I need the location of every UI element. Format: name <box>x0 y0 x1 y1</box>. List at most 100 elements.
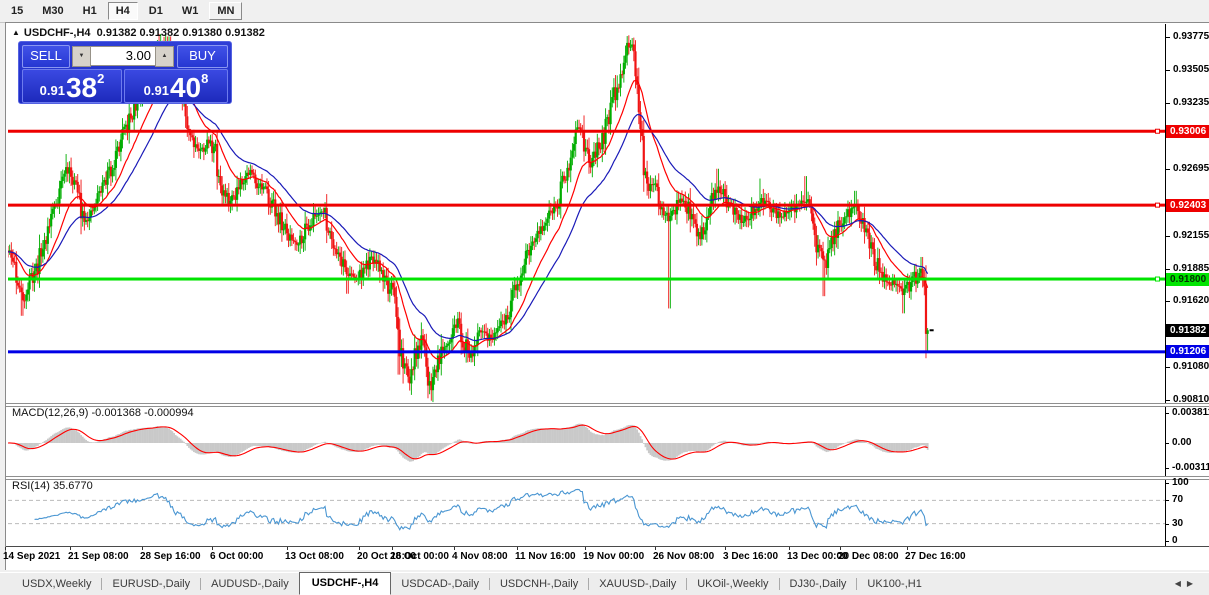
chart-tab-xauusd-[interactable]: XAUUSD-,Daily <box>599 578 677 590</box>
price-axis[interactable]: 0.937750.935050.932350.929650.926950.921… <box>1165 24 1209 546</box>
price-line-badge: 0.93006 <box>1166 124 1209 138</box>
price-tick <box>1166 70 1170 72</box>
time-axis-tick <box>142 547 143 550</box>
time-axis-label: 13 Dec 00:00 <box>787 551 848 562</box>
volume-increase-button[interactable]: ▲ <box>155 46 174 67</box>
rsi-axis-tick <box>1165 483 1169 484</box>
volume-input[interactable]: 3.00 <box>90 46 156 66</box>
time-axis-tick <box>287 547 288 550</box>
price-tick <box>1166 367 1170 369</box>
time-axis[interactable]: 14 Sep 2021 21 Sep 08:00 28 Sep 16:00 6 Oct… <box>3 546 1209 568</box>
timeframe-button-w1[interactable]: W1 <box>181 5 199 17</box>
price-line-badge: 0.91382 <box>1166 323 1209 337</box>
macd-axis-tick <box>1165 443 1169 444</box>
buy-button[interactable]: BUY <box>177 45 228 68</box>
sell-price-superscript: 2 <box>97 71 105 86</box>
timeframe-button-m30[interactable]: M30 <box>42 5 64 17</box>
chart-tab-eurusd-[interactable]: EURUSD-,Daily <box>112 578 191 590</box>
one-click-trading-panel: SELL ▼ 3.00 ▲ BUY 0.91 38 2 0.91 40 8 <box>18 41 232 104</box>
price-tick-label: 0.93775 <box>1173 31 1209 42</box>
timeframe-toolbar: 15 M30 H1 H4 D1 W1 MN <box>0 0 1209 23</box>
buy-price-superscript: 8 <box>201 71 209 86</box>
macd-axis-label: 0.00 <box>1172 437 1192 448</box>
rsi-axis-tick <box>1165 541 1169 542</box>
timeframe-button-h4[interactable]: H4 <box>107 2 138 20</box>
tab-scroll-left-icon[interactable]: ◀ <box>1174 579 1187 588</box>
price-tick <box>1166 301 1170 303</box>
time-axis-label: 28 Oct 00:00 <box>390 551 449 562</box>
tab-divider <box>200 578 202 590</box>
time-axis-label: 13 Oct 08:00 <box>285 551 344 562</box>
price-tick-label: 0.92155 <box>1173 229 1209 241</box>
time-axis-label: 14 Sep 2021 <box>3 551 61 562</box>
price-tick <box>1166 400 1170 402</box>
chart-tab-usdx[interactable]: USDX,Weekly <box>22 578 92 590</box>
chart-tab-ukoil-[interactable]: UKOil-,Weekly <box>697 578 769 590</box>
chart-tab-usdcad-[interactable]: USDCAD-,Daily <box>401 578 479 590</box>
price-tick-label: 0.91885 <box>1173 262 1209 274</box>
time-axis-tick <box>840 547 841 550</box>
time-axis-label: 11 Nov 16:00 <box>515 551 576 562</box>
macd-axis-label: 0.003811 <box>1172 406 1209 418</box>
price-line-badge: 0.91206 <box>1166 345 1209 359</box>
rsi-indicator-label: RSI(14) 35.6770 <box>12 480 93 492</box>
tab-divider <box>588 578 590 590</box>
chart-tab-audusd-[interactable]: AUDUSD-,Daily <box>211 578 289 590</box>
rsi-axis-tick <box>1165 500 1169 502</box>
time-axis-tick <box>517 547 518 550</box>
rsi-axis-tick <box>1165 523 1169 525</box>
tab-divider <box>488 578 490 590</box>
rsi-axis-label: 70 <box>1172 494 1184 506</box>
chart-ohlc-values: 0.91382 0.91382 0.91380 0.91382 <box>96 27 265 39</box>
rsi-axis-label: 30 <box>1172 517 1184 529</box>
sell-price-big: 38 <box>65 72 98 103</box>
rsi-pane-separator[interactable] <box>6 476 1209 480</box>
chart-tab-dj30-[interactable]: DJ30-,Daily <box>789 578 847 590</box>
sell-button[interactable]: SELL <box>22 45 70 68</box>
chart-tab-usdchf-[interactable]: USDCHF-,H4 <box>298 571 392 595</box>
price-tick <box>1166 235 1170 237</box>
macd-axis-tick <box>1165 467 1169 469</box>
timeframe-button-d1[interactable]: D1 <box>148 5 163 17</box>
chart-tab-usdcnh-[interactable]: USDCNH-,Daily <box>499 578 579 590</box>
price-tick-label: 0.90810 <box>1173 394 1209 406</box>
sell-price-display[interactable]: 0.91 38 2 <box>22 69 122 103</box>
time-axis-tick <box>212 547 213 550</box>
time-axis-label: 20 Oct 16:00 <box>357 551 416 562</box>
price-tick-label: 0.92695 <box>1173 163 1209 175</box>
volume-decrease-button[interactable]: ▼ <box>72 46 91 67</box>
tab-scroll-arrows: ◀▶ <box>1175 579 1199 588</box>
time-axis-tick <box>359 547 360 550</box>
macd-pane-separator[interactable] <box>6 403 1209 407</box>
macd-indicator-label: MACD(12,26,9) -0.001368 -0.000994 <box>12 407 194 419</box>
macd-axis-label: -0.003115 <box>1172 461 1209 473</box>
chart-tab-uk100-[interactable]: UK100-,H1 <box>867 578 922 590</box>
time-axis-tick <box>725 547 726 550</box>
collapse-triangle-icon[interactable]: ▲ <box>12 28 20 37</box>
tab-divider <box>101 578 103 590</box>
time-axis-label: 3 Dec 16:00 <box>723 551 779 562</box>
rsi-axis-label: 100 <box>1172 477 1189 488</box>
price-tick-label: 0.91620 <box>1173 295 1209 307</box>
chart-symbol-label: USDCHF-,H4 <box>23 27 91 39</box>
time-axis-label: 28 Sep 16:00 <box>140 551 201 562</box>
price-chart-canvas[interactable] <box>8 24 1165 546</box>
price-line-badge: 0.92403 <box>1166 198 1209 212</box>
time-axis-label: 6 Oct 00:00 <box>210 551 264 562</box>
rsi-axis-label: 0 <box>1172 535 1178 546</box>
buy-price-prefix: 0.91 <box>143 83 169 98</box>
time-axis-label: 27 Dec 16:00 <box>905 551 966 562</box>
price-tick <box>1166 103 1170 105</box>
timeframe-button-15[interactable]: 15 <box>11 5 24 17</box>
timeframe-button-h1[interactable]: H1 <box>82 5 97 17</box>
buy-price-big: 40 <box>169 72 202 103</box>
timeframe-button-mn[interactable]: MN <box>209 2 243 20</box>
time-axis-label: 4 Nov 08:00 <box>452 551 508 562</box>
sell-price-prefix: 0.91 <box>39 83 65 98</box>
price-tick-label: 0.91080 <box>1173 361 1209 373</box>
tab-scroll-right-icon[interactable]: ▶ <box>1186 579 1199 588</box>
time-axis-label: 19 Nov 00:00 <box>583 551 645 562</box>
buy-price-display[interactable]: 0.91 40 8 <box>124 69 228 103</box>
time-axis-label: 21 Sep 08:00 <box>68 551 129 562</box>
